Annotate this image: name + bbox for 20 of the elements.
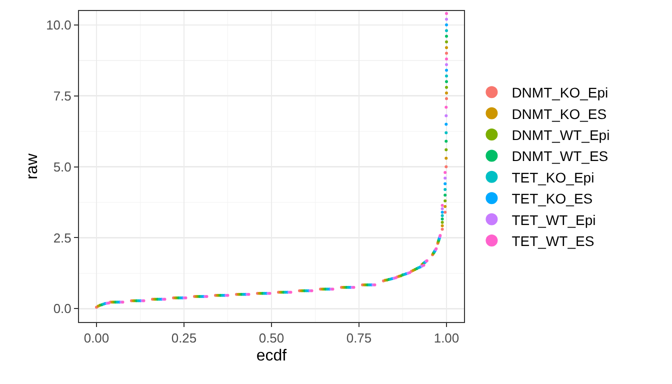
legend-label: DNMT_KO_ES — [512, 106, 607, 122]
legend-label: TET_KO_ES — [512, 190, 593, 207]
x-tick-label: 0.00 — [84, 330, 110, 346]
legend-label: DNMT_WT_ES — [512, 148, 608, 164]
y-tick-label: 7.5 — [53, 88, 72, 104]
x-tick-label: 0.75 — [346, 330, 372, 346]
y-tick-label: 10.0 — [46, 17, 72, 32]
y-tick-label: 2.5 — [53, 230, 72, 246]
legend-label: TET_WT_ES — [512, 232, 594, 249]
legend-label: TET_WT_Epi — [512, 212, 596, 228]
x-tick-label: 0.50 — [258, 330, 284, 346]
x-axis-title: ecdf — [256, 347, 288, 364]
y-axis-title: raw — [24, 153, 41, 180]
x-tick-label: 1.00 — [434, 330, 460, 346]
y-tick-label: 0.0 — [53, 301, 72, 316]
y-tick-label: 5.0 — [53, 159, 72, 174]
legend-label: DNMT_KO_Epi — [512, 84, 608, 101]
x-tick-label: 0.25 — [171, 330, 197, 346]
legend-label: DNMT_WT_Epi — [512, 126, 610, 143]
legend-label: TET_KO_Epi — [512, 169, 594, 186]
